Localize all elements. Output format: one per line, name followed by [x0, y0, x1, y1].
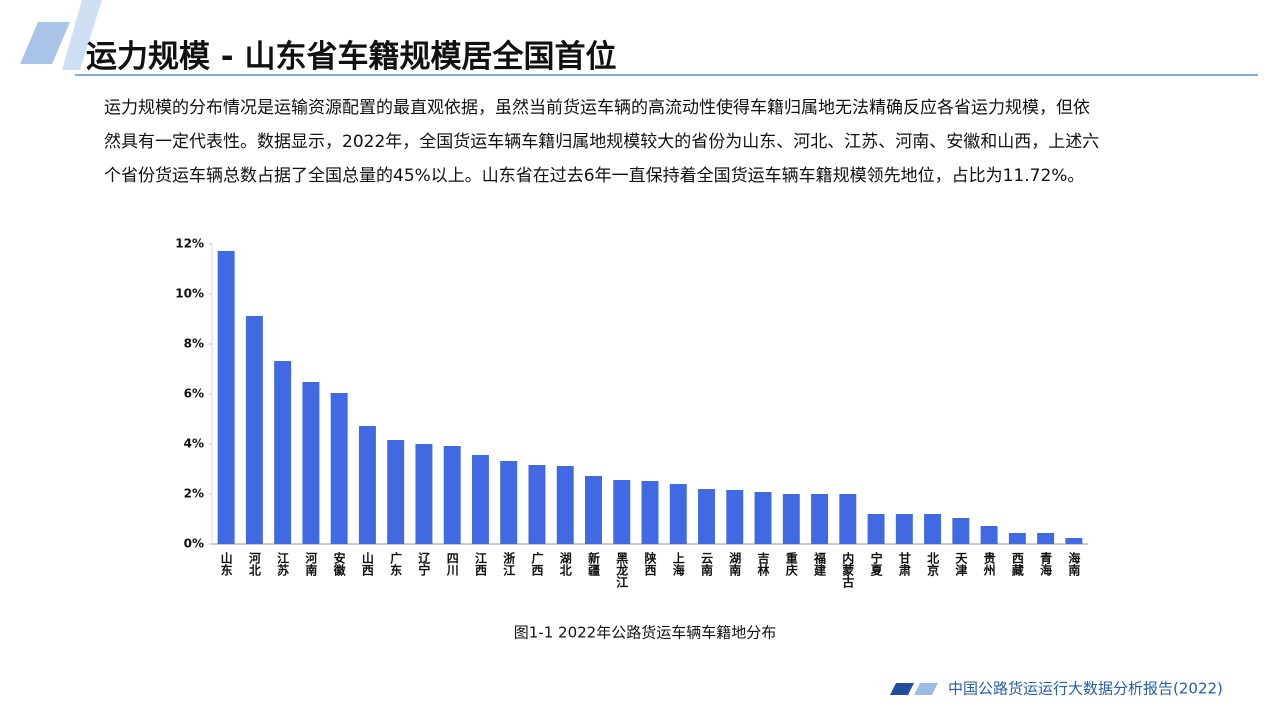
bar [358, 426, 376, 544]
bar [839, 494, 857, 544]
paragraph-line: 个省份货运车辆总数占据了全国总量的45%以上。山东省在过去6年一直保持着全国货运… [104, 166, 1084, 186]
y-tick-label: 8% [184, 337, 204, 351]
bar [895, 514, 913, 544]
bar [754, 492, 772, 544]
bar [1037, 533, 1055, 544]
x-tick-label: 黑龙江 [615, 552, 629, 589]
bar [726, 490, 744, 544]
x-tick-label: 吉林 [756, 551, 770, 577]
x-tick-label: 北京 [926, 551, 940, 577]
bar [669, 484, 687, 544]
bar [811, 494, 829, 544]
title: 运力规模 - 山东省车籍规模居全国首位 [86, 39, 616, 75]
bar [867, 514, 885, 544]
bar [556, 466, 574, 544]
bar [1008, 533, 1026, 544]
x-tick-label: 福建 [813, 551, 827, 577]
chart: 0% 2% 4% 6% 8% 10% 12% 山东 河北 江苏 河南 安徽 山西 广东 辽宁 四川 江西 浙江 广西… [175, 237, 1088, 589]
x-tick-label: 江苏 [276, 551, 290, 577]
x-tick-label: 浙江 [502, 551, 516, 577]
bar [330, 393, 348, 544]
bar [782, 494, 800, 544]
x-tick-label: 海南 [1067, 551, 1081, 577]
decor [20, 22, 70, 64]
bar [500, 461, 518, 544]
x-tick-label: 上海 [671, 551, 685, 577]
x-tick-label: 河南 [304, 551, 318, 577]
bar [952, 518, 970, 544]
caption: 图1-1 2022年公路货运车辆车籍地分布 [514, 624, 776, 642]
x-tick-label: 新疆 [586, 551, 600, 577]
x-tick-label: 湖北 [558, 551, 572, 577]
x-tick-label: 西藏 [1010, 552, 1024, 577]
x-tick-label: 山东 [219, 551, 233, 577]
decor [890, 683, 914, 695]
x-tick-label: 陕西 [643, 551, 657, 577]
paragraph-line: 然具有一定代表性。数据显示，2022年，全国货运车辆车籍归属地规模较大的省份为山… [104, 132, 1099, 152]
bar [302, 382, 320, 544]
y-tick-label: 12% [175, 237, 204, 251]
bar [613, 480, 631, 544]
x-tick-label: 安徽 [332, 551, 346, 577]
decor [914, 683, 938, 695]
x-tick-label: 四川 [445, 552, 459, 576]
x-tick-label: 贵州 [982, 551, 996, 577]
x-tick-label: 天津 [954, 552, 968, 577]
x-tick-label: 江西 [473, 551, 487, 577]
bar [217, 251, 235, 544]
bar [980, 526, 998, 544]
bar [387, 440, 405, 544]
footer: 中国公路货运运行大数据分析报告(2022) [948, 680, 1223, 698]
y-tick-label: 2% [184, 487, 204, 501]
bar [471, 455, 489, 544]
x-tick-label: 广东 [389, 551, 403, 577]
bar [274, 361, 292, 544]
y-tick-label: 0% [184, 537, 204, 551]
bar [245, 316, 263, 544]
x-tick-label: 河北 [247, 551, 261, 577]
paragraph-line: 运力规模的分布情况是运输资源配置的最直观依据，虽然当前货运车辆的高流动性使得车籍… [104, 97, 1090, 118]
x-tick-label: 山西 [360, 551, 374, 577]
x-tick-label: 内蒙古 [841, 551, 855, 589]
y-tick-label: 4% [184, 437, 204, 451]
x-tick-label: 云南 [700, 552, 714, 577]
x-tick-label: 甘肃 [897, 551, 911, 577]
bar [924, 514, 942, 544]
bar [415, 444, 433, 544]
x-tick-label: 宁夏 [869, 551, 883, 577]
x-tick-label: 青海 [1039, 551, 1053, 577]
bar [528, 465, 546, 544]
y-tick-label: 6% [184, 387, 204, 401]
bar [1065, 538, 1083, 544]
y-tick-label: 10% [175, 287, 204, 301]
bar [698, 489, 715, 544]
x-tick-label: 辽宁 [417, 552, 431, 577]
bar [443, 446, 461, 544]
bar [641, 481, 659, 544]
x-tick-label: 湖南 [728, 551, 742, 577]
decor [62, 0, 102, 70]
x-tick-label: 广西 [530, 551, 544, 577]
x-tick-label: 重庆 [784, 551, 798, 577]
bar [585, 476, 602, 544]
